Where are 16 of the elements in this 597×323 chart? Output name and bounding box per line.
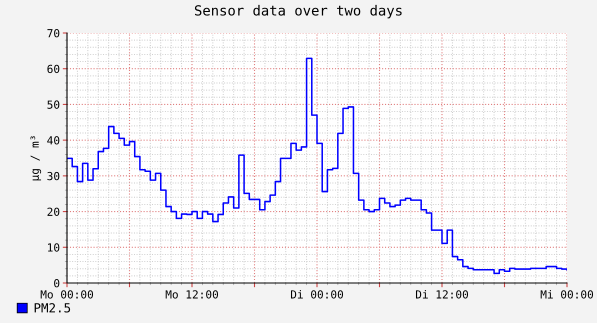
y-tick-label: 40 <box>47 136 60 145</box>
legend-label: PM2.5 <box>34 303 70 313</box>
y-axis-title: µg / m³ <box>30 136 42 180</box>
x-tick-label: Mi 00:00 <box>540 290 594 299</box>
y-tick-label: 30 <box>47 172 60 180</box>
y-tick-label: 60 <box>47 64 60 74</box>
y-tick-label: 10 <box>48 243 60 252</box>
y-tick-label: 20 <box>48 208 60 216</box>
y-tick-label: 50 <box>47 100 60 109</box>
x-tick-label: Di 00:00 <box>290 290 344 299</box>
x-tick-label: Di 12:00 <box>416 290 468 299</box>
y-tick-label: 70 <box>47 29 60 38</box>
y-tick-label: 0 <box>54 279 60 288</box>
x-tick-label: Mo 12:00 <box>166 290 218 299</box>
x-tick-label: Mo 00:00 <box>40 290 94 299</box>
chart-title: Sensor data over two days <box>194 4 402 18</box>
